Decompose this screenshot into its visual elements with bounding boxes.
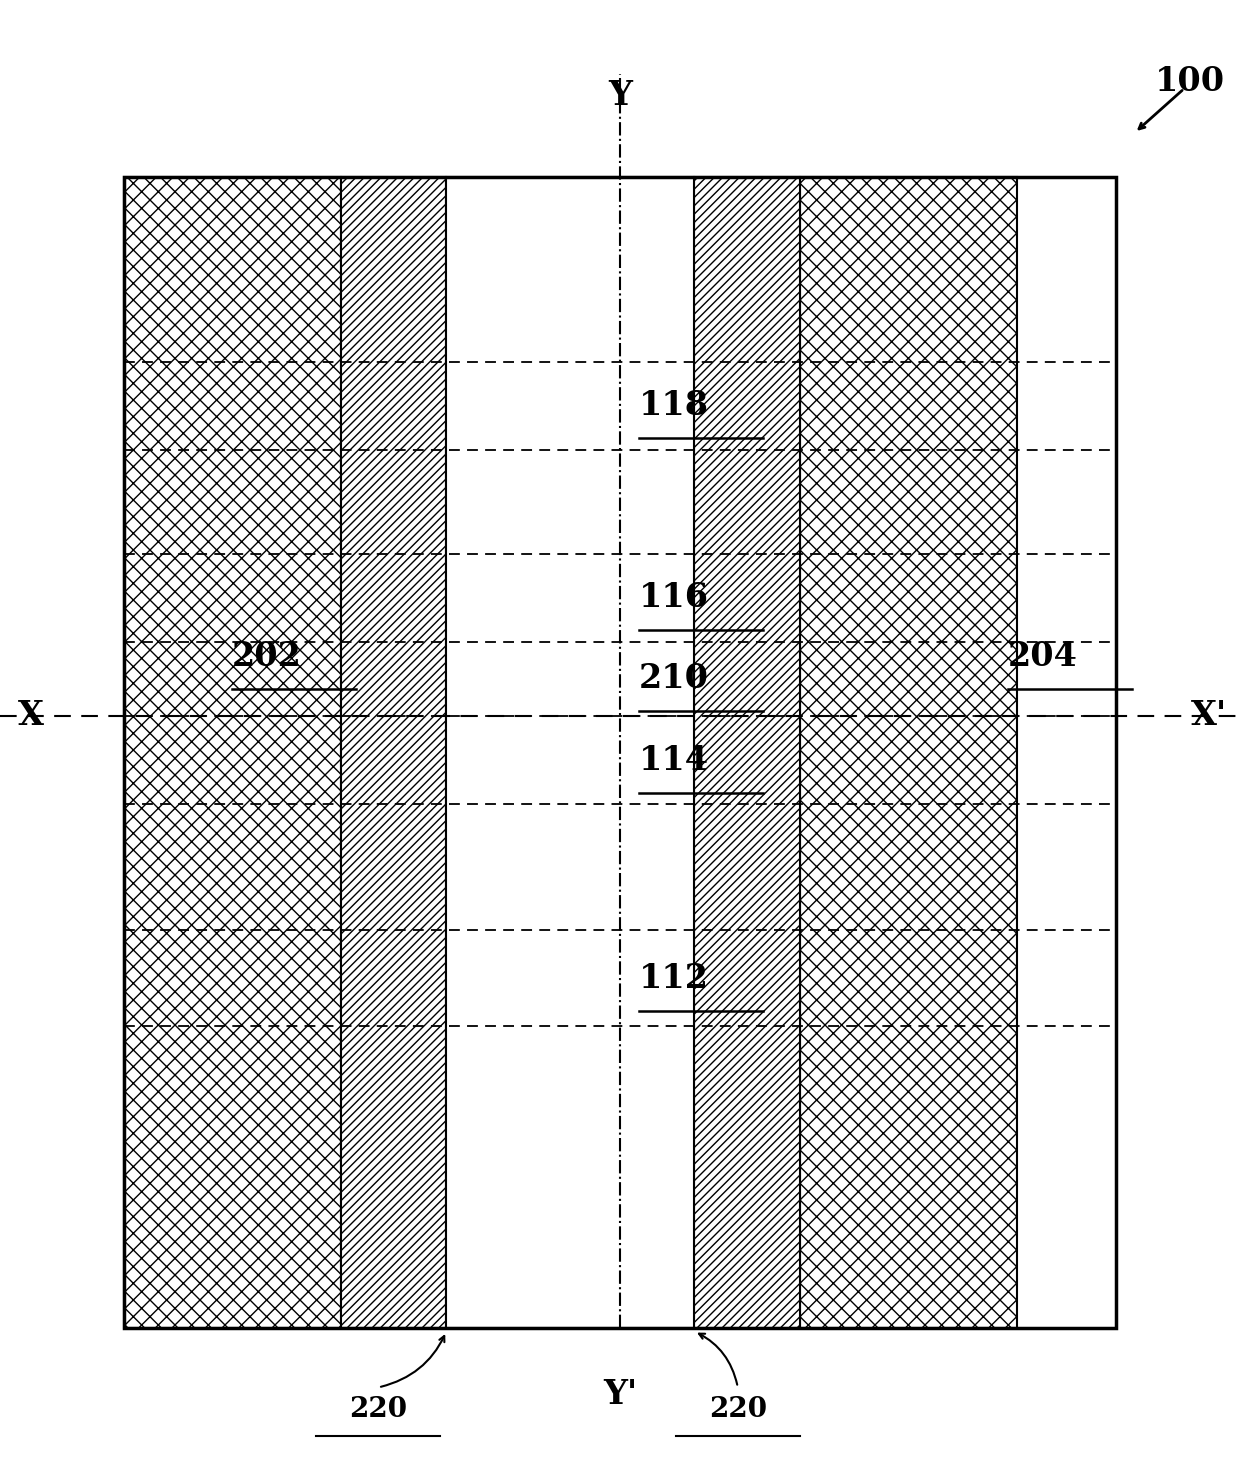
- Text: 220: 220: [709, 1396, 766, 1423]
- Bar: [124, 177, 1116, 1328]
- Text: 100: 100: [1156, 65, 1225, 97]
- Text: Y': Y': [603, 1379, 637, 1411]
- Bar: [694, 177, 800, 1328]
- Text: 112: 112: [639, 962, 708, 995]
- Text: 118: 118: [639, 390, 708, 422]
- Bar: [341, 177, 446, 1328]
- Text: 116: 116: [639, 582, 708, 614]
- Text: Y: Y: [608, 80, 632, 112]
- Text: 220: 220: [350, 1396, 407, 1423]
- Bar: [800, 177, 1017, 1328]
- Text: 202: 202: [232, 641, 301, 673]
- Text: 114: 114: [639, 744, 708, 776]
- Text: 204: 204: [1008, 641, 1078, 673]
- Text: X: X: [19, 700, 43, 732]
- Text: 210: 210: [639, 663, 708, 695]
- Bar: [124, 177, 341, 1328]
- Bar: [446, 177, 694, 1328]
- Text: X': X': [1190, 700, 1228, 732]
